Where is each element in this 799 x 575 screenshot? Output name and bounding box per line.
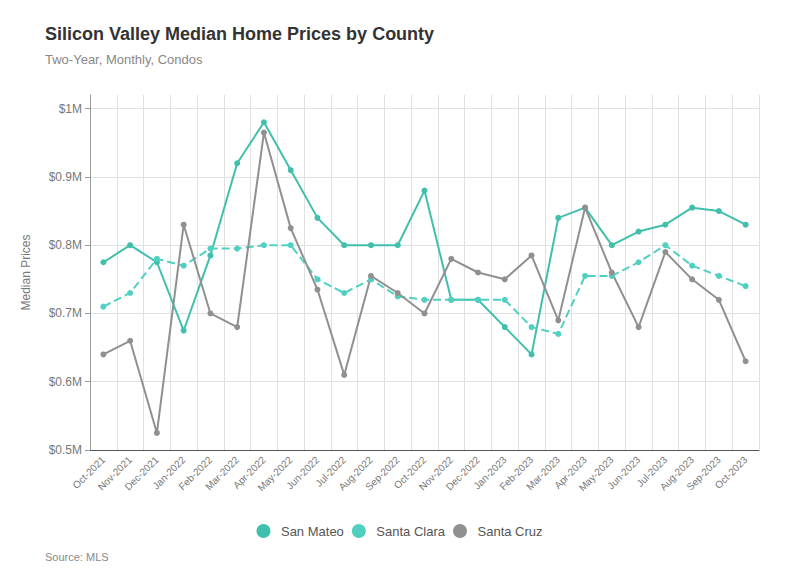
svg-text:Jun-2023: Jun-2023 — [605, 454, 643, 492]
svg-text:May-2023: May-2023 — [576, 454, 616, 494]
svg-text:Dec-2021: Dec-2021 — [122, 454, 161, 493]
svg-text:$0.6M: $0.6M — [49, 375, 82, 389]
svg-text:Jul-2022: Jul-2022 — [313, 454, 349, 489]
svg-text:Silicon Valley Median Home Pri: Silicon Valley Median Home Prices by Cou… — [45, 24, 434, 44]
svg-text:Aug-2022: Aug-2022 — [336, 454, 375, 493]
svg-text:Jul-2023: Jul-2023 — [634, 454, 670, 489]
svg-text:Sep-2022: Sep-2022 — [363, 454, 402, 493]
svg-text:Aug-2023: Aug-2023 — [657, 454, 696, 493]
svg-text:Feb-2022: Feb-2022 — [176, 454, 215, 493]
svg-text:Oct-2022: Oct-2022 — [391, 454, 429, 491]
svg-text:May-2022: May-2022 — [255, 454, 295, 494]
svg-text:Apr-2022: Apr-2022 — [231, 454, 268, 491]
svg-text:Median Prices: Median Prices — [19, 234, 33, 310]
svg-text:$0.9M: $0.9M — [49, 170, 82, 184]
svg-text:Two-Year, Monthly, Condos: Two-Year, Monthly, Condos — [45, 52, 203, 67]
svg-text:Source: MLS: Source: MLS — [45, 551, 109, 563]
svg-text:Mar-2023: Mar-2023 — [524, 454, 563, 493]
svg-text:Jun-2022: Jun-2022 — [284, 454, 322, 492]
svg-text:Oct-2021: Oct-2021 — [70, 454, 108, 491]
svg-text:Apr-2023: Apr-2023 — [552, 454, 589, 491]
svg-text:Feb-2023: Feb-2023 — [497, 454, 536, 493]
svg-text:$0.7M: $0.7M — [49, 306, 82, 320]
svg-text:$1M: $1M — [59, 102, 82, 116]
svg-text:Jan-2022: Jan-2022 — [150, 454, 188, 492]
svg-text:Santa Cruz: Santa Cruz — [477, 524, 542, 539]
svg-text:San Mateo: San Mateo — [281, 524, 344, 539]
svg-text:Nov-2022: Nov-2022 — [416, 454, 456, 493]
svg-text:$0.5M: $0.5M — [49, 443, 82, 457]
svg-text:Dec-2022: Dec-2022 — [443, 454, 482, 493]
svg-text:Mar-2022: Mar-2022 — [203, 454, 242, 493]
svg-text:Oct-2023: Oct-2023 — [713, 454, 750, 491]
svg-text:Jan-2023: Jan-2023 — [471, 454, 509, 492]
svg-text:Sep-2023: Sep-2023 — [684, 454, 723, 493]
svg-text:Nov-2021: Nov-2021 — [95, 454, 134, 493]
svg-text:$0.8M: $0.8M — [49, 238, 82, 252]
svg-text:Santa Clara: Santa Clara — [376, 524, 445, 539]
